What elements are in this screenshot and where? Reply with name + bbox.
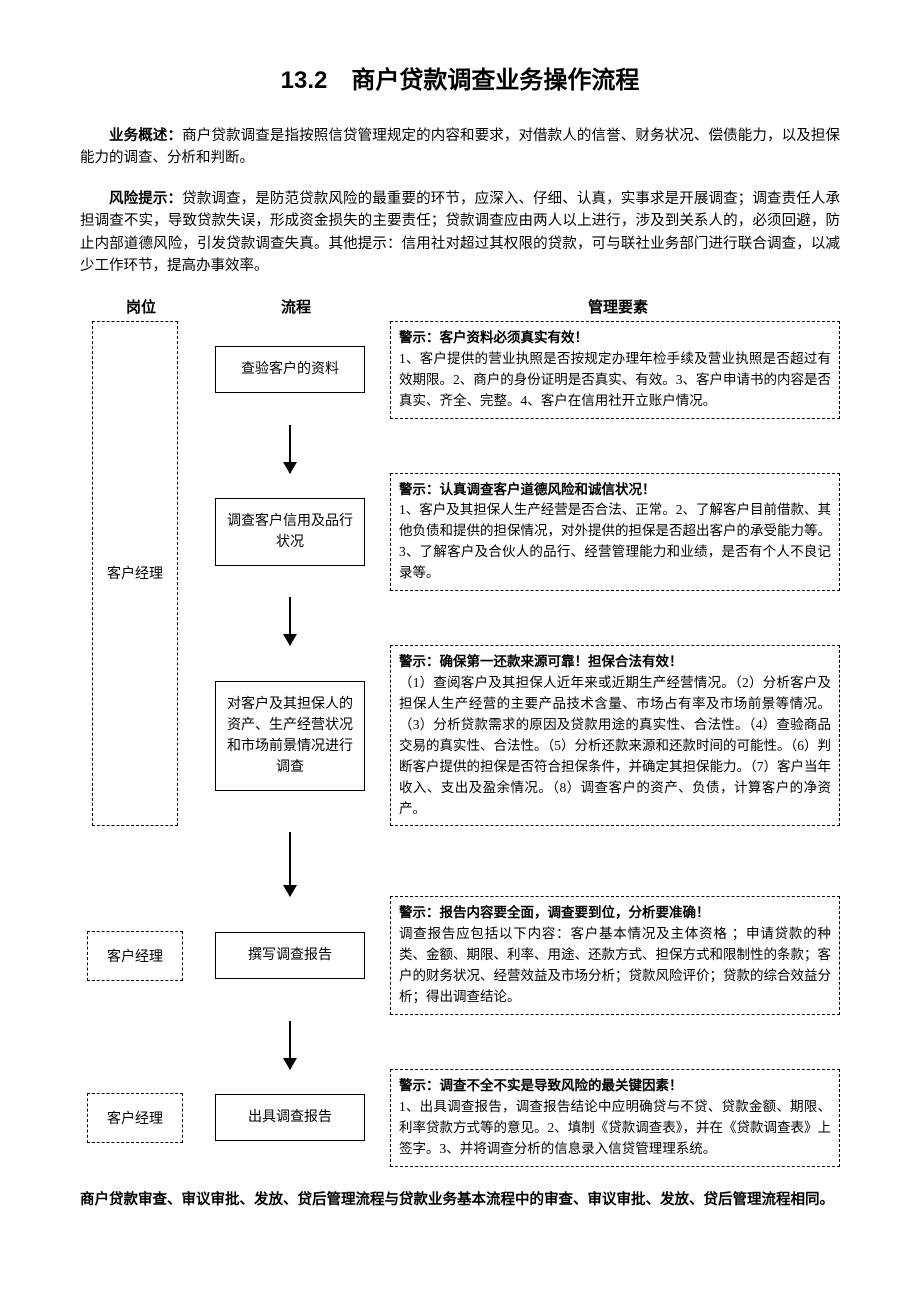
- flow-box: 对客户及其担保人的资产、生产经营状况和市场前景情况进行调查: [215, 681, 365, 791]
- risk-paragraph: 风险提示：贷款调查，是防范贷款风险的最重要的环节，应深入、仔细、认真，实事求是开…: [80, 188, 840, 278]
- flow-cell: 对客户及其担保人的资产、生产经营状况和市场前景情况进行调查: [190, 645, 390, 826]
- mgmt-cell: 警示：确保第一还款来源可靠！担保合法有效！ （1）查阅客户及其担保人近年来或近期…: [390, 645, 840, 826]
- mgmt-box: 警示：调查不全不实是导致风险的最关键因素！ 1、出具调查报告，调查报告结论中应明…: [390, 1069, 840, 1167]
- mgmt-body: 1、客户及其担保人生产经营是否合法、正常。2、了解客户目前借款、其他负债和提供的…: [399, 502, 831, 580]
- mgmt-title: 警示：确保第一还款来源可靠！担保合法有效！: [399, 654, 683, 669]
- overview-text: 商户贷款调查是指按照信贷管理规定的内容和要求，对借款人的信誉、财务状况、偿债能力…: [80, 128, 840, 166]
- flow-row: 对客户及其担保人的资产、生产经营状况和市场前景情况进行调查 警示：确保第一还款来…: [80, 645, 840, 826]
- role-box: 客户经理: [87, 931, 183, 981]
- flow-arrow: [80, 832, 840, 896]
- role-bracket-label: 客户经理: [107, 563, 163, 583]
- role-bracket: 客户经理: [92, 321, 178, 826]
- mgmt-cell: 警示：报告内容要全面，调查要到位，分析要准确！ 调查报告应包括以下内容：客户基本…: [390, 896, 840, 1015]
- risk-lead: 风险提示：: [109, 191, 182, 207]
- mgmt-box: 警示：客户资料必须真实有效！ 1、客户提供的营业执照是否按规定办理年检手续及营业…: [390, 321, 840, 419]
- flow-row: 客户经理 出具调查报告 警示：调查不全不实是导致风险的最关键因素！ 1、出具调查…: [80, 1069, 840, 1167]
- mgmt-title: 警示：调查不全不实是导致风险的最关键因素！: [399, 1078, 683, 1093]
- header-flow: 流程: [196, 296, 396, 317]
- flow-box: 调查客户信用及品行状况: [215, 498, 365, 566]
- page-title: 13.2 商户贷款调查业务操作流程: [80, 60, 840, 95]
- mgmt-body: 调查报告应包括以下内容：客户基本情况及主体资格 ；申请贷款的种类、金额、期限、利…: [399, 926, 831, 1004]
- overview-paragraph: 业务概述：商户贷款调查是指按照信贷管理规定的内容和要求，对借款人的信誉、财务状况…: [80, 125, 840, 170]
- flow-cell: 调查客户信用及品行状况: [190, 473, 390, 592]
- flowchart: 客户经理 查验客户的资料 警示：客户资料必须真实有效！ 1、客户提供的营业执照是…: [80, 321, 840, 1167]
- flow-arrow: [80, 597, 840, 645]
- role-box: 客户经理: [87, 1093, 183, 1143]
- mgmt-title: 警示：客户资料必须真实有效！: [399, 330, 588, 345]
- mgmt-box: 警示：报告内容要全面，调查要到位，分析要准确！ 调查报告应包括以下内容：客户基本…: [390, 896, 840, 1015]
- flow-cell: 撰写调查报告: [190, 896, 390, 1015]
- risk-text: 贷款调查，是防范贷款风险的最重要的环节，应深入、仔细、认真，实事求是开展调查；调…: [80, 191, 840, 274]
- header-mgmt: 管理要素: [396, 296, 840, 317]
- mgmt-body: 1、出具调查报告，调查报告结论中应明确贷与不贷、贷款金额、期限、利率贷款方式等的…: [399, 1099, 831, 1156]
- flow-arrow: [80, 1021, 840, 1069]
- flow-row: 查验客户的资料 警示：客户资料必须真实有效！ 1、客户提供的营业执照是否按规定办…: [80, 321, 840, 419]
- document-page: 13.2 商户贷款调查业务操作流程 业务概述：商户贷款调查是指按照信贷管理规定的…: [0, 0, 920, 1272]
- overview-lead: 业务概述：: [109, 128, 182, 144]
- column-headers: 岗位 流程 管理要素: [80, 296, 840, 317]
- mgmt-title: 警示：报告内容要全面，调查要到位，分析要准确！: [399, 905, 710, 920]
- mgmt-title: 警示：认真调查客户道德风险和诚信状况！: [399, 482, 656, 497]
- mgmt-cell: 警示：认真调查客户道德风险和诚信状况！ 1、客户及其担保人生产经营是否合法、正常…: [390, 473, 840, 592]
- mgmt-box: 警示：确保第一还款来源可靠！担保合法有效！ （1）查阅客户及其担保人近年来或近期…: [390, 645, 840, 826]
- mgmt-cell: 警示：客户资料必须真实有效！ 1、客户提供的营业执照是否按规定办理年检手续及营业…: [390, 321, 840, 419]
- mgmt-body: 1、客户提供的营业执照是否按规定办理年检手续及营业执照是否超过有效期限。2、商户…: [399, 351, 831, 408]
- bottom-note: 商户贷款审查、审议审批、发放、贷后管理流程与贷款业务基本流程中的审查、审议审批、…: [80, 1189, 840, 1212]
- role-cell: 客户经理: [80, 1069, 190, 1167]
- flow-box: 撰写调查报告: [215, 932, 365, 979]
- flow-arrow: [80, 425, 840, 473]
- mgmt-cell: 警示：调查不全不实是导致风险的最关键因素！ 1、出具调查报告，调查报告结论中应明…: [390, 1069, 840, 1167]
- flow-cell: 查验客户的资料: [190, 321, 390, 419]
- flow-row: 调查客户信用及品行状况 警示：认真调查客户道德风险和诚信状况！ 1、客户及其担保…: [80, 473, 840, 592]
- flow-box: 查验客户的资料: [215, 346, 365, 393]
- role-cell: 客户经理: [80, 896, 190, 1015]
- flow-box: 出具调查报告: [215, 1094, 365, 1141]
- flow-cell: 出具调查报告: [190, 1069, 390, 1167]
- mgmt-body: （1）查阅客户及其担保人近年来或近期生产经营情况。（2）分析客户及担保人生产经营…: [399, 675, 831, 816]
- flow-row: 客户经理 撰写调查报告 警示：报告内容要全面，调查要到位，分析要准确！ 调查报告…: [80, 896, 840, 1015]
- mgmt-box: 警示：认真调查客户道德风险和诚信状况！ 1、客户及其担保人生产经营是否合法、正常…: [390, 473, 840, 592]
- header-role: 岗位: [80, 296, 196, 317]
